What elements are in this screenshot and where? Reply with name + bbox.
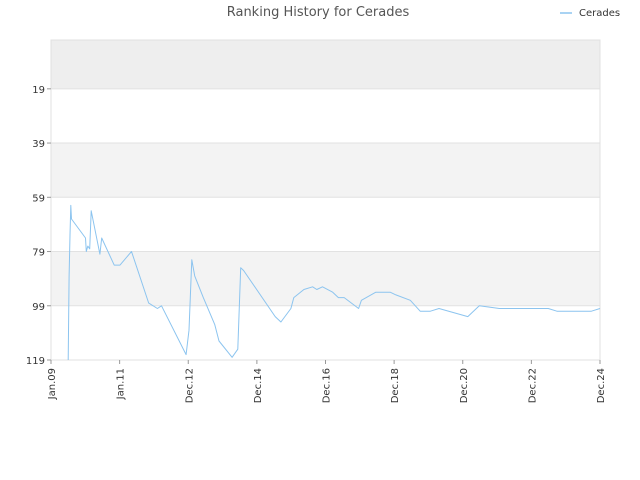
x-axis-ticks: Jan.09 Jan.11 Dec.12 Dec.14 Dec.16 Dec.18 Dec.… (47, 360, 607, 403)
plot-band (51, 143, 600, 198)
series-line-cerades (67, 204, 601, 361)
x-tick-label: Dec.22 (527, 368, 538, 403)
plot-band (51, 40, 600, 89)
y-tick-label: 59 (32, 193, 45, 204)
plot-bands (51, 40, 600, 360)
x-tick-label: Jan.09 (47, 368, 58, 400)
y-tick-label: 39 (32, 139, 45, 150)
plot-band (51, 251, 600, 306)
plot-band (51, 197, 600, 252)
x-tick-label: Dec.20 (459, 368, 470, 403)
legend: Cerades (560, 8, 620, 19)
y-tick-label: 119 (26, 356, 45, 367)
x-tick-label: Dec.12 (184, 368, 195, 403)
x-tick-label: Dec.18 (390, 368, 401, 403)
legend-label: Cerades (579, 8, 620, 19)
x-tick-label: Dec.14 (253, 368, 264, 403)
plot-band (51, 305, 600, 360)
x-tick-label: Dec.24 (596, 368, 607, 403)
y-tick-label: 19 (32, 85, 45, 96)
y-axis-ticks: 19 39 59 79 99 119 (26, 85, 51, 367)
y-tick-label: 99 (32, 302, 45, 313)
chart-title: Ranking History for Cerades (227, 5, 410, 20)
y-tick-label: 79 (32, 248, 45, 259)
x-tick-label: Jan.11 (116, 368, 127, 400)
series-layer (67, 204, 601, 361)
plot-band (51, 88, 600, 144)
x-tick-label: Dec.16 (322, 368, 333, 403)
